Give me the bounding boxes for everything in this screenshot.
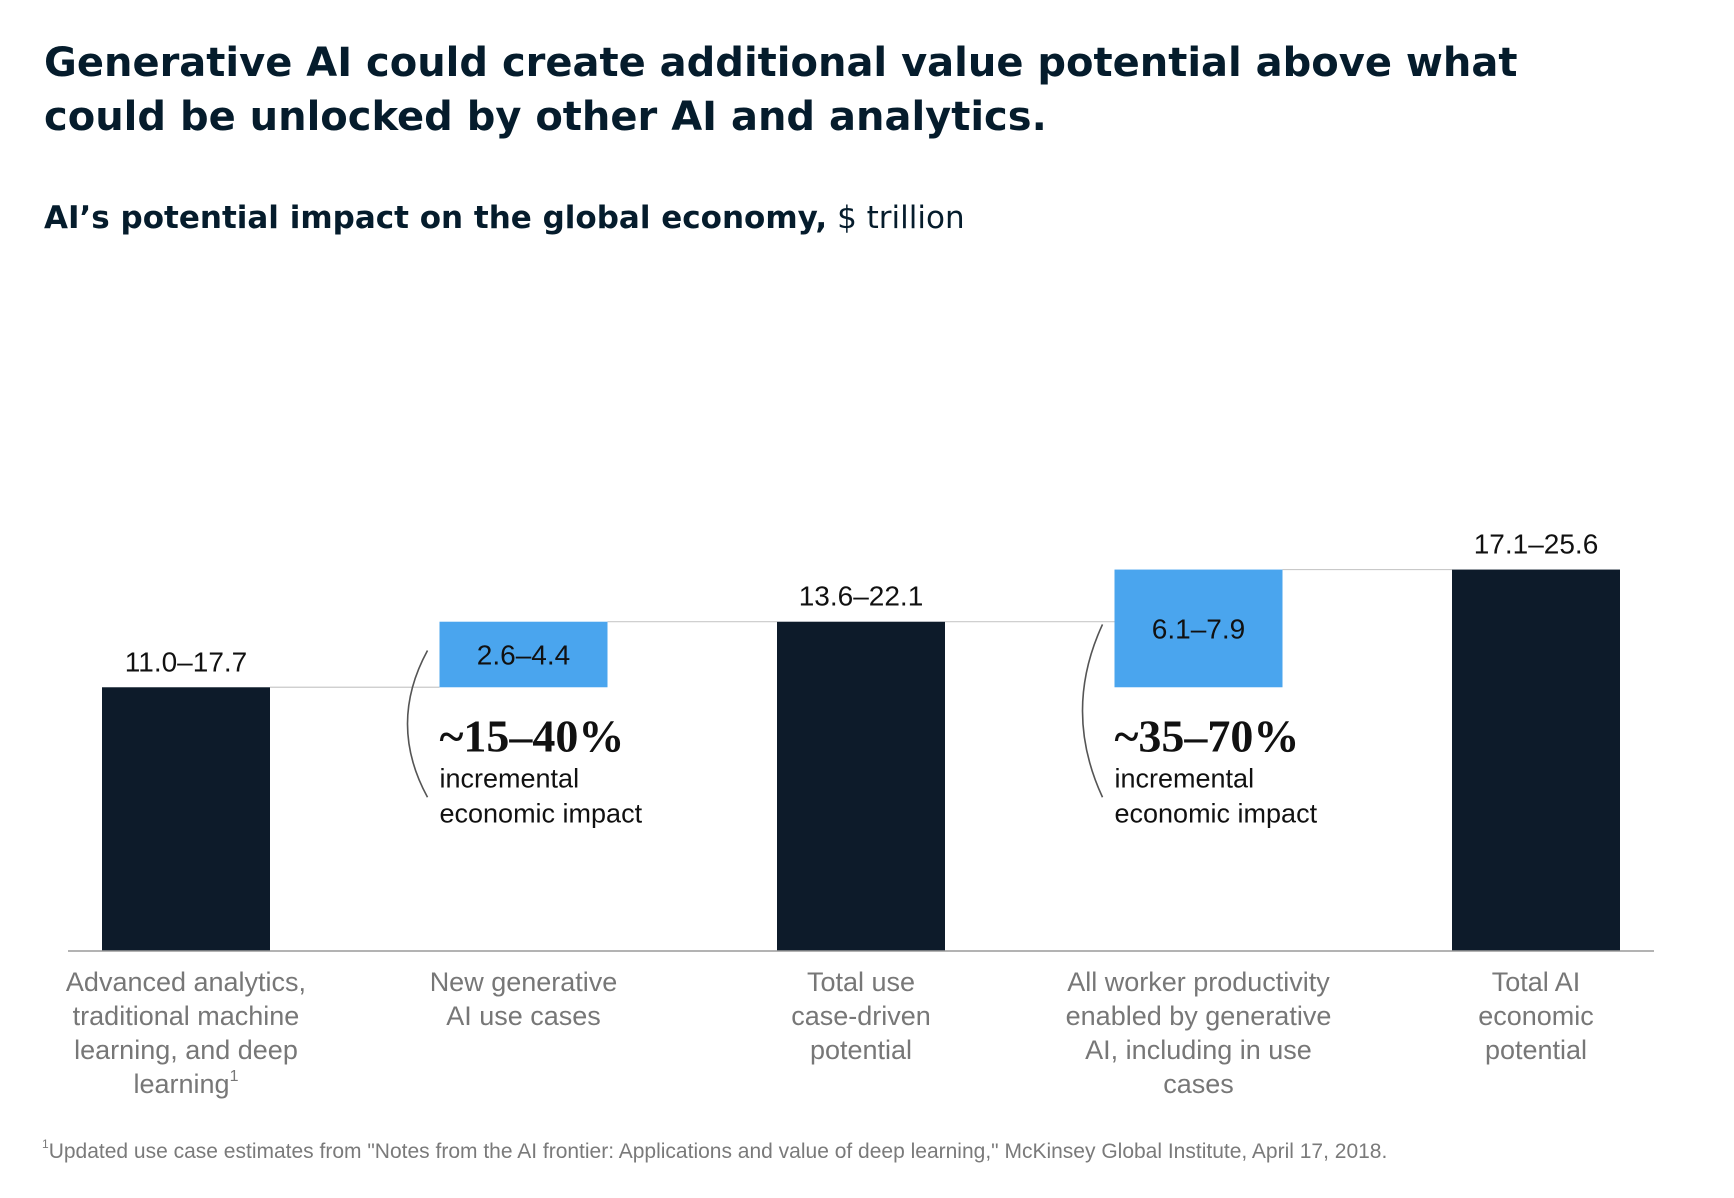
bar-value-label: 13.6–22.1 (799, 581, 924, 612)
bracket-icon (1081, 624, 1104, 798)
increment-bar (439, 621, 608, 688)
annotation-text: incremental (1115, 763, 1255, 793)
category-label: traditional machine (73, 1001, 300, 1031)
annotation-value: ~35–70% (1115, 710, 1300, 761)
total-bar (1452, 569, 1620, 951)
bar-value-label: 6.1–7.9 (1152, 613, 1245, 644)
category-label: Total use (807, 967, 915, 997)
category-label: AI use cases (446, 1001, 601, 1031)
chart-title: Generative AI could create additional va… (44, 40, 1518, 140)
annotation-value: ~15–40% (440, 710, 625, 761)
footnote-text: Updated use case estimates from "Notes f… (48, 1140, 1388, 1163)
annotation-text: economic impact (1115, 798, 1318, 828)
total-bar (102, 687, 270, 951)
category-label: economic (1478, 1001, 1594, 1031)
category-label: potential (1485, 1035, 1587, 1065)
annotation-text: economic impact (440, 798, 643, 828)
category-label: AI, including in use (1085, 1035, 1312, 1065)
category-label: Advanced analytics, (66, 967, 306, 997)
bar-value-label: 2.6–4.4 (477, 639, 570, 670)
category-label: All worker productivity (1067, 967, 1330, 997)
chart-subtitle: AI’s potential impact on the global econ… (44, 200, 965, 236)
increment-bar (1114, 569, 1283, 688)
annotation-text: incremental (440, 763, 580, 793)
footnote-ref: 1 (230, 1068, 239, 1085)
category-label: learning1 (134, 1068, 239, 1099)
category-label: cases (1163, 1069, 1234, 1099)
total-bar (777, 621, 945, 951)
footnote: 1Updated use case estimates from "Notes … (42, 1137, 1388, 1164)
category-label: New generative (430, 967, 618, 997)
category-label: Total AI (1492, 967, 1581, 997)
category-label: potential (810, 1035, 912, 1065)
footnote-marker: 1 (42, 1137, 49, 1151)
category-label: enabled by generative (1066, 1001, 1332, 1031)
bar-value-label: 17.1–25.6 (1474, 529, 1599, 560)
subtitle-main: AI’s potential impact on the global econ… (44, 200, 828, 236)
bracket-icon (406, 650, 429, 798)
category-label: case-driven (791, 1001, 931, 1031)
subtitle-unit: $ trillion (837, 200, 965, 236)
category-label: learning, and deep (74, 1035, 298, 1065)
bar-value-label: 11.0–17.7 (125, 646, 248, 677)
